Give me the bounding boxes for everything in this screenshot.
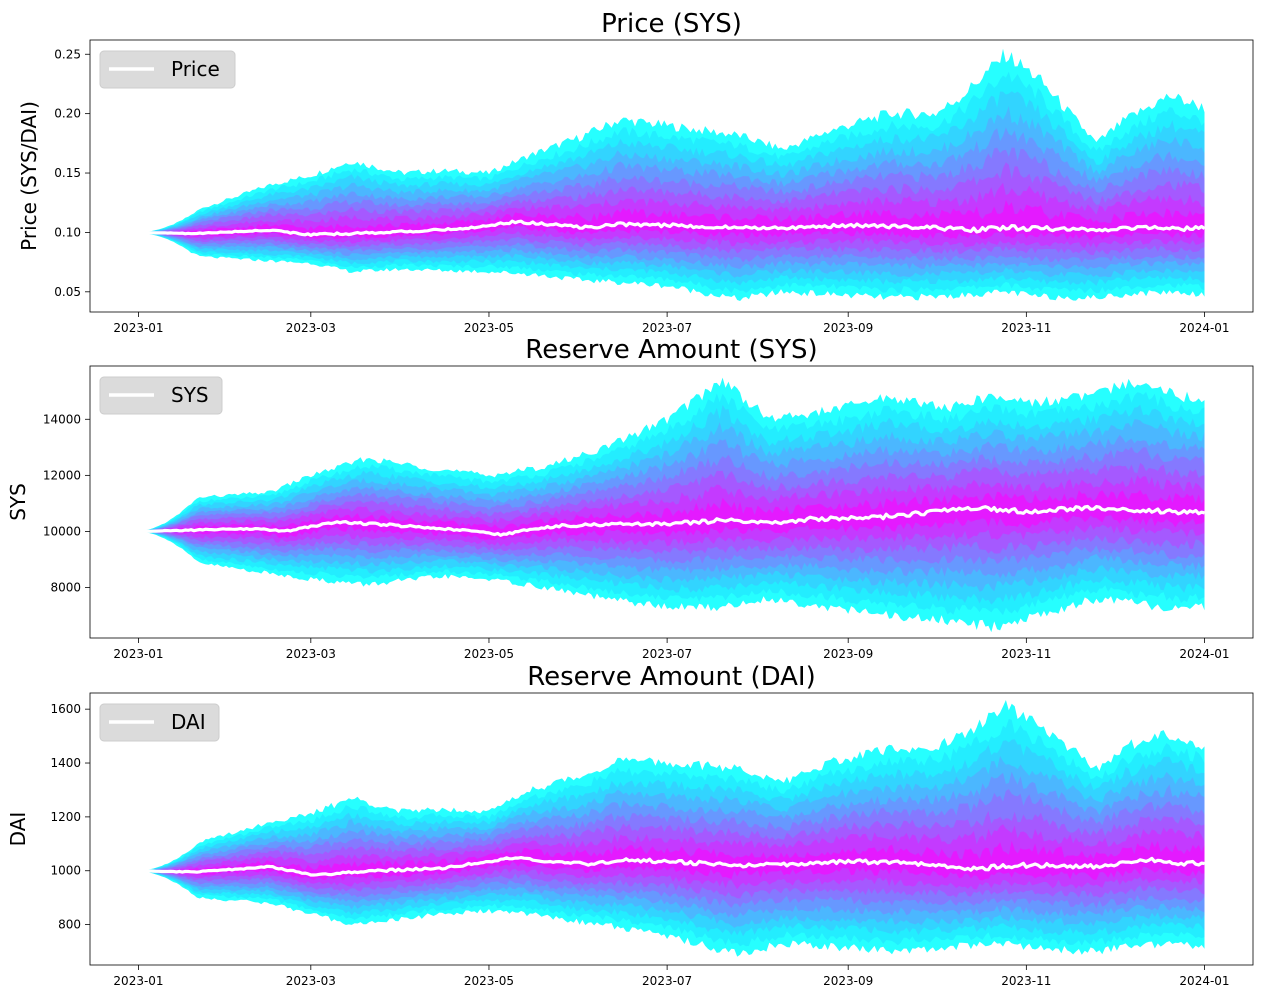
x-tick-label: 2023-11	[1001, 647, 1051, 661]
chart-panel-3: 2023-01 2023-03 2023-05 2023-07 2023-09 2023-…	[6, 662, 1254, 988]
x-tick-label: 2023-07	[642, 974, 692, 988]
x-tick-label: 2024-01	[1179, 647, 1229, 661]
x-tick-label: 2024-01	[1179, 321, 1229, 335]
y-tick-label: 0.15	[54, 166, 81, 180]
x-tick-label: 2023-09	[823, 647, 873, 661]
y-tick-label: 0.20	[54, 107, 81, 121]
x-tick-label: 2023-07	[642, 321, 692, 335]
y-tick-label: 1400	[50, 756, 81, 770]
y-tick-label: 0.25	[54, 47, 81, 61]
x-tick-label: 2023-01	[113, 321, 163, 335]
x-tick-label: 2023-03	[286, 321, 336, 335]
legend-box	[99, 376, 223, 415]
chart-panel-2: 2023-01 2023-03 2023-05 2023-07 2023-09 2023-…	[6, 335, 1254, 661]
x-tick-label: 2024-01	[1179, 974, 1229, 988]
chart-title: Reserve Amount (DAI)	[527, 662, 816, 692]
x-tick-label: 2023-03	[286, 974, 336, 988]
x-tick-label: 2023-11	[1001, 321, 1051, 335]
y-tick-label: 1600	[50, 702, 81, 716]
y-tick-label: 0.10	[54, 225, 81, 239]
y-axis-label: SYS	[6, 483, 30, 521]
y-tick-label: 800	[58, 918, 81, 932]
plot-frame	[89, 692, 1254, 966]
plot-area	[138, 377, 1205, 633]
legend: Price	[99, 50, 236, 89]
y-axis-label: Price (SYS/DAI)	[17, 101, 41, 251]
y-tick-label: 10000	[43, 524, 81, 538]
legend-label: DAI	[171, 710, 206, 734]
x-tick-label: 2023-07	[642, 647, 692, 661]
legend-box	[99, 50, 236, 89]
x-tick-label: 2023-09	[823, 321, 873, 335]
plot-area	[138, 700, 1205, 957]
x-tick-label: 2023-05	[464, 974, 514, 988]
x-tick-label: 2023-05	[464, 321, 514, 335]
median-line	[138, 504, 1205, 537]
plot-area	[138, 48, 1206, 302]
median-line	[138, 219, 1206, 237]
x-tick-label: 2023-01	[113, 647, 163, 661]
legend: SYS	[99, 376, 223, 415]
y-axis-label: DAI	[6, 812, 30, 847]
y-tick-label: 8000	[50, 581, 81, 595]
chart-panel-1: 2023-01 2023-03 2023-05 2023-07 2023-09 2023-…	[17, 9, 1254, 335]
plot-frame	[89, 365, 1254, 639]
y-tick-label: 0.05	[54, 285, 81, 299]
x-tick-label: 2023-09	[823, 974, 873, 988]
median-line	[138, 856, 1205, 877]
y-tick-label: 14000	[43, 412, 81, 426]
legend-label: SYS	[171, 383, 209, 407]
x-tick-label: 2023-01	[113, 974, 163, 988]
plot-frame	[89, 39, 1254, 313]
x-tick-label: 2023-11	[1001, 974, 1051, 988]
x-tick-label: 2023-05	[464, 647, 514, 661]
chart-title: Price (SYS)	[601, 9, 742, 39]
legend: DAI	[99, 703, 220, 742]
y-tick-label: 1200	[50, 810, 81, 824]
chart-title: Reserve Amount (SYS)	[525, 335, 817, 365]
y-tick-label: 12000	[43, 468, 81, 482]
legend-label: Price	[171, 57, 220, 81]
legend-box	[99, 703, 220, 742]
x-tick-label: 2023-03	[286, 647, 336, 661]
y-tick-label: 1000	[50, 864, 81, 878]
